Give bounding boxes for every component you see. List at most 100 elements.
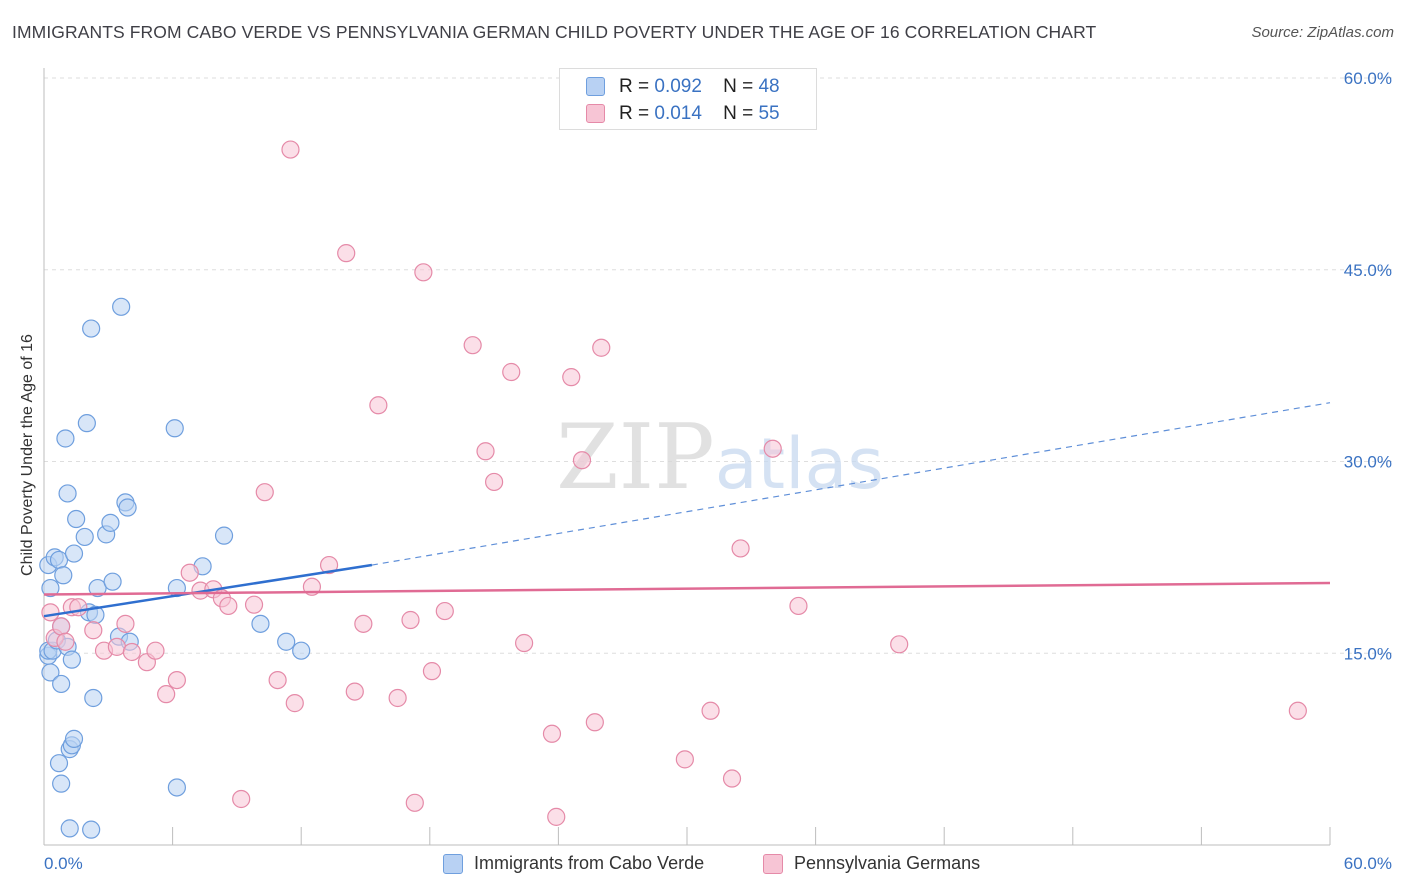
pennsylvania-german-point [401, 610, 420, 630]
pennsylvania-german-point [592, 338, 611, 357]
r-label: R = [619, 76, 650, 97]
chart-title: IMMIGRANTS FROM CABO VERDE VS PENNSYLVAN… [12, 22, 1097, 42]
pennsylvania-german-point [268, 670, 287, 690]
cabo-verde-swatch [586, 77, 605, 96]
pennsylvania-germans-legend-swatch [763, 854, 783, 874]
cabo-verde-point [64, 729, 84, 748]
cabo-verde-point [64, 544, 84, 563]
pennsylvania-german-point [41, 603, 60, 622]
pennsylvania-german-point [414, 263, 433, 282]
cabo-verde-point [88, 578, 107, 598]
pennsylvania-german-point [281, 140, 300, 159]
pennsylvania-german-point [435, 601, 454, 621]
cabo-verde-point [167, 778, 186, 797]
cabo-verde-point [292, 641, 311, 660]
cabo-verde-trend-line [43, 563, 373, 618]
pennsylvania-german-point [122, 642, 141, 662]
pennsylvania-german-point [1288, 701, 1307, 720]
legend-label: Immigrants from Cabo Verde [474, 853, 705, 873]
cabo-verde-point [54, 566, 73, 585]
pennsylvania-german-point [354, 614, 373, 633]
pennsylvania-german-point [116, 614, 135, 633]
cabo-verde-point [62, 650, 81, 669]
pennsylvania-german-point [369, 396, 388, 415]
pennsylvania-german-point [180, 563, 199, 582]
pennsylvania-german-point [515, 633, 534, 653]
r-value: 0.092 [654, 76, 702, 97]
cabo-verde-point [251, 614, 270, 633]
pennsylvania-german-point [675, 750, 694, 769]
cabo-verde-point [112, 297, 131, 316]
pennsylvania-german-point [763, 439, 782, 458]
pennsylvania-german-point [146, 641, 165, 660]
y-tick-label: 45.0% [1344, 261, 1392, 280]
cabo-verde-point [165, 419, 184, 438]
cabo-verde-point [60, 819, 79, 838]
pennsylvania-german-point [463, 336, 482, 355]
watermark: ZIPatlas [556, 405, 884, 510]
pennsylvania-german-point [337, 244, 356, 263]
pennsylvania-german-point [572, 451, 592, 470]
y-tick-label: 30.0% [1344, 453, 1392, 472]
n-value: 48 [758, 76, 780, 97]
cabo-verde-trend-extension [371, 402, 1331, 566]
trend-lines [43, 402, 1331, 618]
pennsylvania-german-point [542, 724, 562, 743]
pennsylvania-german-point [255, 483, 274, 502]
cabo-verde-point [58, 484, 77, 503]
pennsylvania-german-point [84, 621, 103, 640]
pennsylvania-german-point [789, 596, 808, 616]
pennsylvania-german-point [701, 701, 720, 720]
pennsylvania-german-point [52, 617, 71, 636]
x-tick-label-max: 60.0% [1344, 854, 1392, 873]
pennsylvania-german-point [731, 539, 750, 558]
source-note: Source: ZipAtlas.com [1251, 24, 1394, 41]
cabo-verde-point [52, 774, 71, 793]
n-value: 55 [758, 103, 780, 124]
x-tick-label-min: 0.0% [44, 854, 83, 873]
pennsylvania-german-point [405, 793, 424, 812]
legend-label: Pennsylvania Germans [794, 853, 981, 873]
pennsylvania-german-point [547, 807, 566, 826]
tick-labels: 15.0% 30.0% 45.0% 60.0% 0.0% 60.0% [44, 69, 1392, 873]
cabo-verde-point [77, 414, 96, 433]
cabo-verde-point [49, 754, 69, 773]
cabo-verde-point [277, 632, 296, 651]
pennsylvania-german-point [244, 595, 264, 614]
cabo-verde-point [41, 663, 60, 682]
pennsylvania-german-point [345, 682, 364, 701]
cabo-verde-point [82, 319, 101, 338]
r-value: 0.014 [654, 103, 702, 124]
pennsylvania-germans-swatch [586, 104, 605, 123]
cabo-verde-legend-swatch [443, 854, 463, 874]
pennsylvania-german-point [722, 769, 742, 788]
y-tick-label: 60.0% [1344, 69, 1392, 88]
y-tick-label: 15.0% [1344, 644, 1392, 663]
cabo-verde-point [56, 429, 75, 448]
cabo-verde-point [103, 572, 122, 591]
pennsylvania-german-point [56, 632, 75, 651]
n-label: N = [723, 76, 754, 97]
pennsylvania-german-point [562, 368, 581, 387]
pennsylvania-german-point [422, 662, 442, 681]
pennsylvania-german-point [890, 635, 909, 654]
pennsylvania-german-point [485, 472, 504, 492]
n-label: N = [723, 103, 754, 124]
cabo-verde-point [101, 513, 120, 532]
cabo-verde-point [41, 578, 60, 598]
pennsylvania-german-point [219, 596, 238, 616]
pennsylvania-german-point [502, 362, 521, 382]
cabo-verde-point [52, 674, 71, 694]
cabo-verde-point [75, 527, 94, 547]
r-label: R = [619, 103, 650, 124]
cabo-verde-point [82, 820, 101, 839]
pennsylvania-german-trend-line [43, 581, 1331, 596]
cabo-verde-point [84, 688, 103, 708]
stats-legend: R = 0.092 N = 48 R = 0.014 N = 55 [559, 68, 817, 130]
pennsylvania-german-point [69, 598, 88, 617]
pennsylvania-german-point [157, 685, 176, 704]
cabo-verde-point [67, 509, 86, 529]
axes [43, 68, 1331, 846]
pennsylvania-german-point [388, 688, 407, 708]
